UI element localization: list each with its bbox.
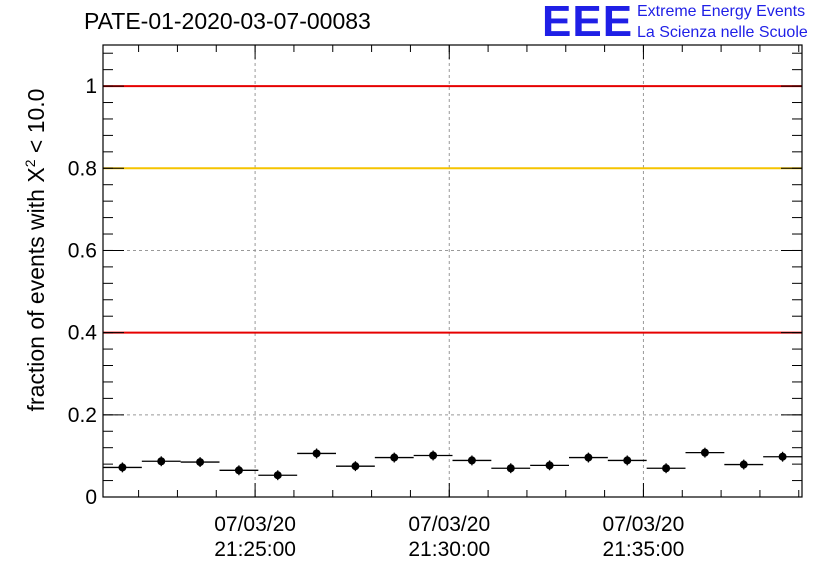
reference-lines xyxy=(103,85,802,334)
x-tick-label-time: 21:35:00 xyxy=(603,538,685,561)
y-tick-label: 1 xyxy=(85,75,97,98)
y-tick-label: 0.8 xyxy=(68,157,97,180)
y-tick-label: 0 xyxy=(85,486,97,509)
point-marker xyxy=(467,456,476,465)
point-marker xyxy=(312,449,321,458)
x-tick-label-time: 21:30:00 xyxy=(408,538,490,561)
data-point xyxy=(607,455,647,466)
data-point xyxy=(219,465,259,476)
chart-title: PATE-01-2020-03-07-00083 xyxy=(84,8,371,34)
data-points xyxy=(103,447,802,481)
x-tick-label-date: 07/03/20 xyxy=(214,513,296,536)
point-marker xyxy=(273,471,282,480)
data-point xyxy=(336,461,375,472)
data-point xyxy=(258,470,298,481)
data-point xyxy=(530,460,569,471)
plot-frame xyxy=(102,44,803,498)
x-tick-label-date: 07/03/20 xyxy=(603,513,685,536)
point-marker xyxy=(739,460,748,469)
axis-ticks xyxy=(103,45,802,498)
data-point xyxy=(374,452,414,463)
eee-logo: EEE xyxy=(542,0,634,46)
logo-caption-line2: La Scienza nelle Scuole xyxy=(637,24,808,41)
logo-caption-line1: Extreme Energy Events xyxy=(637,3,806,20)
point-marker xyxy=(351,462,360,471)
data-point xyxy=(297,448,336,459)
data-point xyxy=(763,451,802,462)
point-marker xyxy=(390,453,399,462)
point-marker xyxy=(778,452,787,461)
x-tick-label-time: 21:25:00 xyxy=(214,538,296,561)
data-point xyxy=(452,455,492,466)
data-point xyxy=(103,462,142,473)
data-point xyxy=(569,452,608,463)
x-tick-labels: 07/03/2021:25:0007/03/2021:30:0007/03/20… xyxy=(214,513,684,561)
x-tick-label-date: 07/03/20 xyxy=(408,513,490,536)
y-tick-labels: 0 0.2 0.4 0.6 0.8 1 xyxy=(68,75,98,509)
data-point xyxy=(180,457,220,468)
point-marker xyxy=(700,448,709,457)
y-tick-label: 0.6 xyxy=(68,239,97,262)
point-marker xyxy=(506,464,515,473)
point-marker xyxy=(545,461,554,470)
y-tick-label: 0.2 xyxy=(68,404,97,427)
data-point xyxy=(491,463,531,474)
point-marker xyxy=(662,464,671,473)
point-marker xyxy=(234,466,243,475)
data-point xyxy=(685,447,725,458)
y-tick-label: 0.4 xyxy=(68,322,98,345)
data-point xyxy=(413,450,453,461)
point-marker xyxy=(157,457,166,466)
point-marker xyxy=(584,453,593,462)
point-marker xyxy=(623,456,632,465)
point-marker xyxy=(196,458,205,467)
grid-lines xyxy=(103,45,802,497)
point-marker xyxy=(429,451,438,460)
data-point xyxy=(724,459,764,470)
data-point xyxy=(141,456,181,467)
data-point xyxy=(646,463,686,474)
point-marker xyxy=(118,463,127,472)
